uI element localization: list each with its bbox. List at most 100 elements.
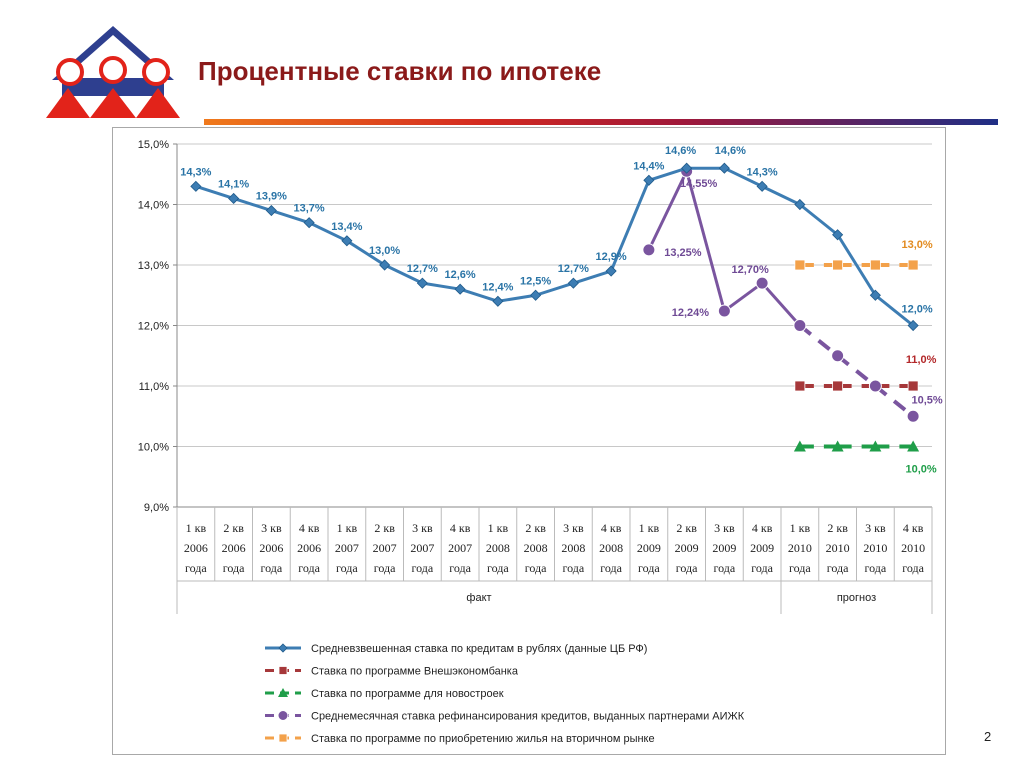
x-tick-label: 3 кв [412,521,433,535]
x-tick-label: 1 кв [488,521,509,535]
series-aijk-data-label: 12,70% [731,264,769,276]
x-tick-label: 1 кв [639,521,660,535]
series-new-point [907,440,920,452]
legend-entry-label: Среднемесячная ставка рефинансирования к… [311,711,745,723]
x-tick-label: 4 кв [450,521,471,535]
series-cbr-segment [346,239,386,267]
x-tick-label: года [223,561,245,575]
x-tick-label: года [336,561,358,575]
x-tick-label: 2006 [297,541,321,555]
x-tick-label: года [600,561,622,575]
series-cbr-data-label: 13,4% [331,221,362,233]
x-tick-label: года [676,561,698,575]
series-cbr-data-label: 12,4% [482,281,513,293]
legend-entry-label: Средневзвешенная ставка по кредитам в ру… [311,643,647,655]
series-cbr-segment [422,281,461,291]
series-veb-data-label: 11,0% [906,354,937,366]
x-tick-label: 2 кв [676,521,697,535]
legend-swatch-marker [278,666,288,675]
series-aijk-point [755,276,769,290]
series-cbr-data-label: 12,6% [445,269,476,281]
series-aijk-segment [647,170,688,251]
series-cbr-segment [459,287,499,303]
series-aijk-segment [723,281,764,313]
series-cbr-segment [648,166,688,182]
x-tick-label: 2008 [486,541,510,555]
y-tick-label: 14,0% [138,200,169,212]
x-tick-label: 2006 [259,541,283,555]
x-tick-label: года [865,561,887,575]
x-tick-label: года [525,561,547,575]
legend-swatch-marker [278,733,288,743]
series-secondary-point [794,259,806,271]
x-tick-label: 3 кв [563,521,584,535]
series-cbr-point [492,295,504,307]
logo-red-figure-left [46,88,90,118]
x-tick-label: 2 кв [223,521,244,535]
y-tick-label: 10,0% [138,442,169,454]
series-cbr-data-label: 14,3% [747,166,778,178]
series-cbr-point [341,235,353,247]
x-tick-label: 2008 [561,541,585,555]
series-cbr-point [907,319,919,332]
series-aijk-segment [685,170,726,312]
x-tick-label: 2010 [788,541,812,555]
series-new-data-label: 10,0% [906,464,937,476]
series-cbr-segment [798,203,839,236]
x-tick-label: 4 кв [601,521,622,535]
series-aijk-point [717,304,731,318]
y-tick-label: 13,0% [138,260,169,272]
x-tick-label: 3 кв [714,521,735,535]
x-tick-label: года [487,561,509,575]
series-cbr-data-label: 14,3% [180,166,211,178]
series-aijk-segment [798,323,839,358]
series-cbr-data-label: 13,7% [294,203,325,215]
x-tick-label: 3 кв [261,521,282,535]
y-tick-label: 15,0% [138,139,169,151]
series-cbr-segment [233,197,272,212]
x-tick-label: 1 кв [337,521,358,535]
x-tick-label: 2006 [222,541,246,555]
mortgage-rate-chart: 9,0% 10,0% 11,0% 12,0% 13,0% 14,0% 15,0% 1 кв 20… [138,139,943,745]
logo-head-left [56,58,84,86]
logo-red-figure-middle [90,88,136,118]
x-tick-label: 2010 [901,541,925,555]
series-cbr-segment [609,179,651,272]
x-tick-label: года [714,561,736,575]
series-cbr-segment [270,209,310,225]
series-cbr-point [228,192,240,205]
x-tick-label: года [298,561,320,575]
series-cbr-data-label: 12,5% [520,275,551,287]
x-tick-label: года [563,561,585,575]
series-cbr-data-label: 14,1% [218,178,249,190]
series-cbr-segment [874,294,915,327]
x-tick-label: 2007 [448,541,472,555]
logo-blue-band [62,78,164,96]
series-cbr-point [643,174,655,186]
series-aijk-segment [836,354,877,388]
series-aijk-point [831,349,845,363]
series-cbr-segment [572,269,612,285]
x-tick-label: года [902,561,924,575]
series-cbr-point [718,162,730,174]
series-cbr-point [605,265,617,277]
x-tick-label: 2009 [750,541,774,555]
legend-swatch-marker [278,643,288,653]
legend-entry-label: Ставка по программе для новостроек [311,688,504,700]
series-cbr-point [416,277,428,289]
series-aijk-point [642,243,656,257]
x-tick-label: года [185,561,207,575]
series-cbr-segment [195,184,235,200]
series-secondary-point [907,259,919,271]
series-cbr-point [681,162,693,174]
x-tick-label: года [412,561,434,575]
legend-swatch-marker [278,688,288,697]
category-group-label: прогноз [837,592,876,604]
series-aijk-point [793,319,807,332]
series-aijk-data-label: 10,5% [912,394,943,406]
series-veb-point [907,380,919,392]
series-cbr-point [794,198,806,211]
x-tick-label: 2 кв [525,521,546,535]
x-tick-label: 2008 [524,541,548,555]
series-cbr-point [379,259,391,271]
